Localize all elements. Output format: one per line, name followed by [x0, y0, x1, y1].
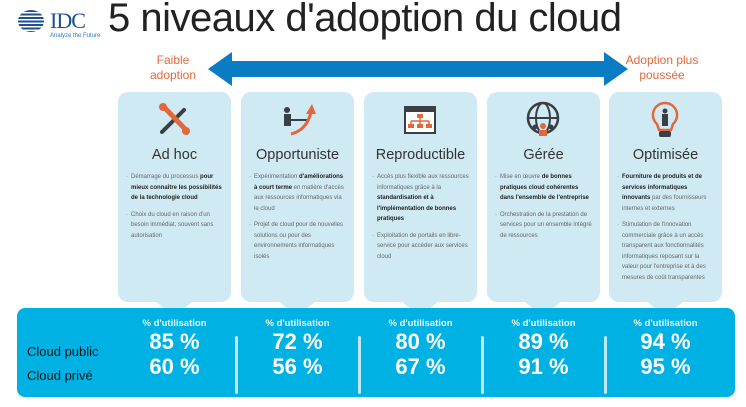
- level-title: Reproductible: [375, 147, 466, 163]
- logo-name: IDC: [50, 8, 86, 33]
- level-bullets: Fourniture de produits et de services in…: [617, 172, 716, 289]
- logo-tagline: Analyze the Future: [50, 33, 101, 39]
- level-card: Opportuniste Expérimentation d'améliorat…: [241, 92, 354, 316]
- usage-column: % d'utilisation 80 % 67 %: [364, 318, 477, 379]
- bullet: Orchestration de la prestation de servic…: [495, 210, 594, 242]
- public-usage: 80 %: [395, 329, 446, 354]
- usage-column: % d'utilisation 85 % 60 %: [118, 318, 231, 379]
- level-card: Ad hoc Démarrage du processus pour mieux…: [118, 92, 231, 316]
- public-usage: 89 %: [518, 329, 569, 354]
- idc-logo: IDC Analyze the Future: [14, 8, 104, 39]
- bullet: Stimulation de l'innovation commerciale …: [617, 220, 716, 283]
- column-divider: [604, 336, 607, 394]
- usage-header: % d'utilisation: [511, 318, 576, 329]
- network-people-icon: [523, 100, 563, 140]
- usage-header: % d'utilisation: [388, 318, 453, 329]
- level-card: Reproductible Accès plus flexible aux re…: [364, 92, 477, 316]
- usage-column: % d'utilisation 94 % 95 %: [609, 318, 722, 379]
- org-chart-window-icon: [400, 100, 440, 140]
- private-usage: 56 %: [272, 354, 323, 379]
- public-usage: 94 %: [640, 329, 691, 354]
- bullet: Mise en œuvre de bonnes pratiques cloud …: [495, 172, 594, 204]
- usage-header: % d'utilisation: [633, 318, 698, 329]
- level-title: Optimisée: [632, 147, 699, 163]
- growth-arrow-icon: [277, 100, 317, 140]
- level-title: Ad hoc: [151, 147, 198, 163]
- bullet: Choix du cloud en raison d'un besoin imm…: [126, 210, 225, 242]
- globe-icon: [18, 10, 44, 32]
- double-arrow-icon: [208, 52, 628, 86]
- private-usage: 95 %: [640, 354, 691, 379]
- column-divider: [235, 336, 238, 394]
- tools-icon: [154, 100, 194, 140]
- column-divider: [358, 336, 361, 394]
- bullet: Expérimentation d'améliorations à court …: [249, 172, 348, 214]
- lightbulb-person-icon: [645, 100, 685, 140]
- private-usage: 91 %: [518, 354, 569, 379]
- bullet: Projet de cloud pour de nouvelles soluti…: [249, 220, 348, 262]
- bullet: Démarrage du processus pour mieux connaî…: [126, 172, 225, 204]
- low-adoption-label: Faible adoption: [149, 53, 197, 82]
- level-title: Opportuniste: [255, 147, 340, 163]
- private-usage: 67 %: [395, 354, 446, 379]
- page-title: 5 niveaux d'adoption du cloud: [108, 0, 622, 40]
- high-adoption-label: Adoption plus poussée: [625, 53, 699, 82]
- level-bullets: Accès plus flexible aux ressources infor…: [372, 172, 471, 268]
- column-divider: [481, 336, 484, 394]
- bullet: Accès plus flexible aux ressources infor…: [372, 172, 471, 225]
- bullet: Exploitation de portails en libre-servic…: [372, 231, 471, 263]
- usage-column: % d'utilisation 89 % 91 %: [487, 318, 600, 379]
- public-usage: 85 %: [149, 329, 200, 354]
- level-card: Gérée Mise en œuvre de bonnes pratiques …: [487, 92, 600, 316]
- level-bullets: Expérimentation d'améliorations à court …: [249, 172, 348, 268]
- usage-header: % d'utilisation: [142, 318, 207, 329]
- bullet: Fourniture de produits et de services in…: [617, 172, 716, 214]
- private-usage: 60 %: [149, 354, 200, 379]
- level-title: Gérée: [523, 147, 564, 163]
- level-bullets: Démarrage du processus pour mieux connaî…: [126, 172, 225, 247]
- usage-column: % d'utilisation 72 % 56 %: [241, 318, 354, 379]
- level-bullets: Mise en œuvre de bonnes pratiques cloud …: [495, 172, 594, 247]
- usage-header: % d'utilisation: [265, 318, 330, 329]
- public-usage: 72 %: [272, 329, 323, 354]
- level-card: Optimisée Fourniture de produits et de s…: [609, 92, 722, 316]
- row-label-private: Cloud privé: [27, 368, 93, 383]
- usage-band: [17, 308, 735, 397]
- row-label-public: Cloud public: [27, 344, 99, 359]
